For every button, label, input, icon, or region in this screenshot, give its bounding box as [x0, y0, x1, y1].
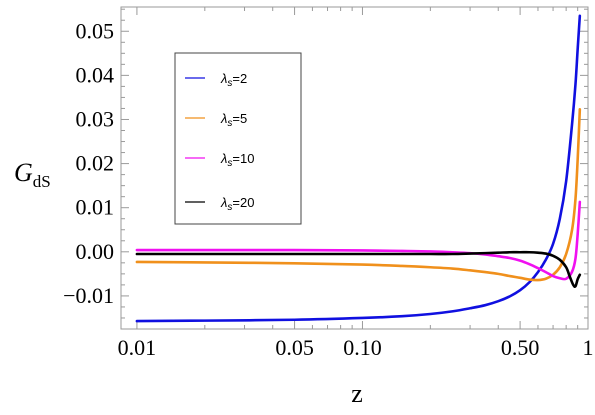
y-tick-labels: −0.01 0.00 0.01 0.02 0.03 0.04 0.05 — [63, 18, 114, 308]
series-line-1 — [135, 14, 582, 323]
y-axis-title-main: G — [14, 158, 33, 187]
x-axis-title: z — [351, 379, 363, 408]
legend-subscript: s — [227, 158, 232, 169]
legend-symbol: λ — [220, 111, 227, 126]
legend-value: =20 — [232, 195, 254, 210]
x-tick-label: 1 — [583, 335, 594, 360]
legend-label-1: λs=2 — [220, 71, 247, 89]
legend-value: =5 — [232, 111, 247, 126]
series-line-2 — [135, 108, 582, 282]
legend-symbol: λ — [220, 151, 227, 166]
y-axis-title: GdS — [14, 158, 51, 191]
y-tick-label: 0.05 — [76, 18, 115, 43]
plot-frame — [120, 6, 589, 330]
y-tick-label: 0.01 — [76, 195, 115, 220]
legend-subscript: s — [227, 78, 232, 89]
y-axis-title-sub: dS — [33, 172, 51, 191]
legend-label-3: λs=10 — [220, 151, 254, 169]
series-line-4 — [135, 250, 582, 288]
x-tick-label: 0.10 — [343, 335, 382, 360]
legend-label-4: λs=20 — [220, 195, 254, 213]
legend-subscript: s — [227, 118, 232, 129]
axis-ticks — [121, 7, 589, 330]
legend-box — [174, 52, 302, 225]
legend-value: =10 — [232, 151, 254, 166]
y-tick-label: 0.03 — [76, 106, 115, 131]
x-tick-label: 0.05 — [275, 335, 314, 360]
legend-label-2: λs=5 — [220, 111, 247, 129]
y-tick-label: −0.01 — [63, 283, 114, 308]
legend-symbol: λ — [220, 195, 227, 210]
y-tick-label: 0.04 — [76, 62, 115, 87]
x-tick-label: 0.50 — [501, 335, 540, 360]
y-tick-label: 0.02 — [76, 151, 115, 176]
series-layer — [135, 14, 582, 323]
x-tick-labels: 0.01 0.05 0.10 0.50 1 — [118, 335, 594, 360]
legend-symbol: λ — [220, 71, 227, 86]
x-tick-label: 0.01 — [118, 335, 157, 360]
y-tick-label: 0.00 — [76, 239, 115, 264]
legend-subscript: s — [227, 202, 232, 213]
legend-value: =2 — [232, 71, 247, 86]
